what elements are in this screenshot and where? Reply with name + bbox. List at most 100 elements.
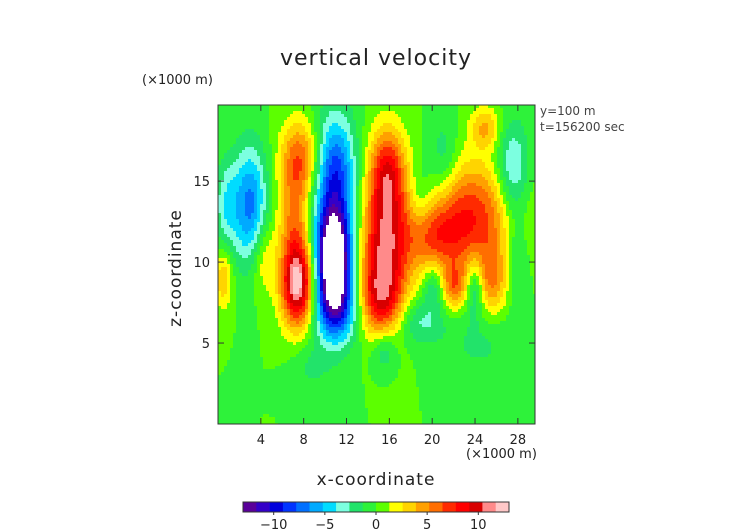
heat-cell xyxy=(275,114,279,118)
heat-cell xyxy=(299,117,303,121)
heat-cell xyxy=(221,123,225,127)
heat-cell xyxy=(356,171,360,175)
heat-cell xyxy=(242,141,246,145)
heat-cell xyxy=(389,177,393,181)
heat-cell xyxy=(491,192,495,196)
heat-cell xyxy=(410,219,414,223)
heat-cell xyxy=(341,225,345,229)
heat-cell xyxy=(374,129,378,133)
heat-cell xyxy=(458,210,462,214)
heat-cell xyxy=(251,228,255,232)
heat-cell xyxy=(386,204,390,208)
heat-cell xyxy=(257,108,261,112)
heat-cell xyxy=(302,171,306,175)
heat-cell xyxy=(260,171,264,175)
heat-cell xyxy=(335,111,339,115)
heat-cell xyxy=(458,117,462,121)
heat-cell xyxy=(434,189,438,193)
heat-cell xyxy=(470,162,474,166)
heat-cell xyxy=(392,231,396,235)
heat-cell xyxy=(467,171,471,175)
heat-cell xyxy=(338,177,342,181)
heat-cell xyxy=(455,207,459,211)
heat-cell xyxy=(515,132,519,136)
heat-cell xyxy=(248,111,252,115)
heat-cell xyxy=(485,237,489,241)
heat-cell xyxy=(356,141,360,145)
heat-cell xyxy=(389,219,393,223)
heat-cell xyxy=(503,243,507,247)
heat-cell xyxy=(485,117,489,121)
heat-cell xyxy=(377,222,381,226)
heat-cell xyxy=(290,141,294,145)
heat-cell xyxy=(218,216,222,220)
heat-cell xyxy=(401,213,405,217)
heat-cell xyxy=(290,213,294,217)
heat-cell xyxy=(482,243,486,247)
heat-cell xyxy=(368,204,372,208)
heat-cell xyxy=(431,177,435,181)
heat-cell xyxy=(332,216,336,220)
heat-cell xyxy=(461,135,465,139)
heat-cell xyxy=(470,135,474,139)
heat-cell xyxy=(440,195,444,199)
heat-cell xyxy=(467,144,471,148)
heat-cell xyxy=(488,165,492,169)
heat-cell xyxy=(260,240,264,244)
heat-cell xyxy=(521,207,525,211)
heat-cell xyxy=(365,117,369,121)
heat-cell xyxy=(335,114,339,118)
heat-cell xyxy=(473,243,477,247)
heat-cell xyxy=(338,135,342,139)
heat-cell xyxy=(431,132,435,136)
heat-cell xyxy=(497,213,501,217)
heat-cell xyxy=(287,162,291,166)
heat-cell xyxy=(395,231,399,235)
heat-cell xyxy=(437,108,441,112)
heat-cell xyxy=(269,225,273,229)
heat-cell xyxy=(413,159,417,163)
heat-cell xyxy=(359,219,363,223)
heat-cell xyxy=(251,207,255,211)
heat-cell xyxy=(344,189,348,193)
heat-cell xyxy=(344,183,348,187)
heat-cell xyxy=(440,237,444,241)
heat-cell xyxy=(518,183,522,187)
heat-cell xyxy=(467,141,471,145)
heat-cell xyxy=(263,171,267,175)
heat-cell xyxy=(284,180,288,184)
heat-cell xyxy=(512,219,516,223)
heat-cell xyxy=(281,171,285,175)
heat-cell xyxy=(323,123,327,127)
heat-cell xyxy=(485,126,489,130)
heat-cell xyxy=(278,108,282,112)
heat-cell xyxy=(260,129,264,133)
heat-cell xyxy=(524,165,528,169)
heat-cell xyxy=(299,225,303,229)
heat-cell xyxy=(521,234,525,238)
heat-cell xyxy=(296,204,300,208)
heat-cell xyxy=(392,144,396,148)
heat-cell xyxy=(467,117,471,121)
heat-cell xyxy=(254,129,258,133)
heat-cell xyxy=(425,192,429,196)
heat-cell xyxy=(335,243,339,247)
heat-cell xyxy=(416,117,420,121)
heat-cell xyxy=(236,192,240,196)
heat-cell xyxy=(239,105,243,109)
heat-cell xyxy=(344,219,348,223)
heat-cell xyxy=(488,216,492,220)
heat-cell xyxy=(368,207,372,211)
heat-cell xyxy=(446,138,450,142)
heat-cell xyxy=(461,243,465,247)
heat-cell xyxy=(404,129,408,133)
heat-cell xyxy=(530,117,534,121)
heat-cell xyxy=(494,195,498,199)
heat-cell xyxy=(476,147,480,151)
heat-cell xyxy=(269,213,273,217)
heat-cell xyxy=(266,156,270,160)
heat-cell xyxy=(224,150,228,154)
heat-cell xyxy=(317,144,321,148)
heat-cell xyxy=(281,159,285,163)
heat-cell xyxy=(236,141,240,145)
